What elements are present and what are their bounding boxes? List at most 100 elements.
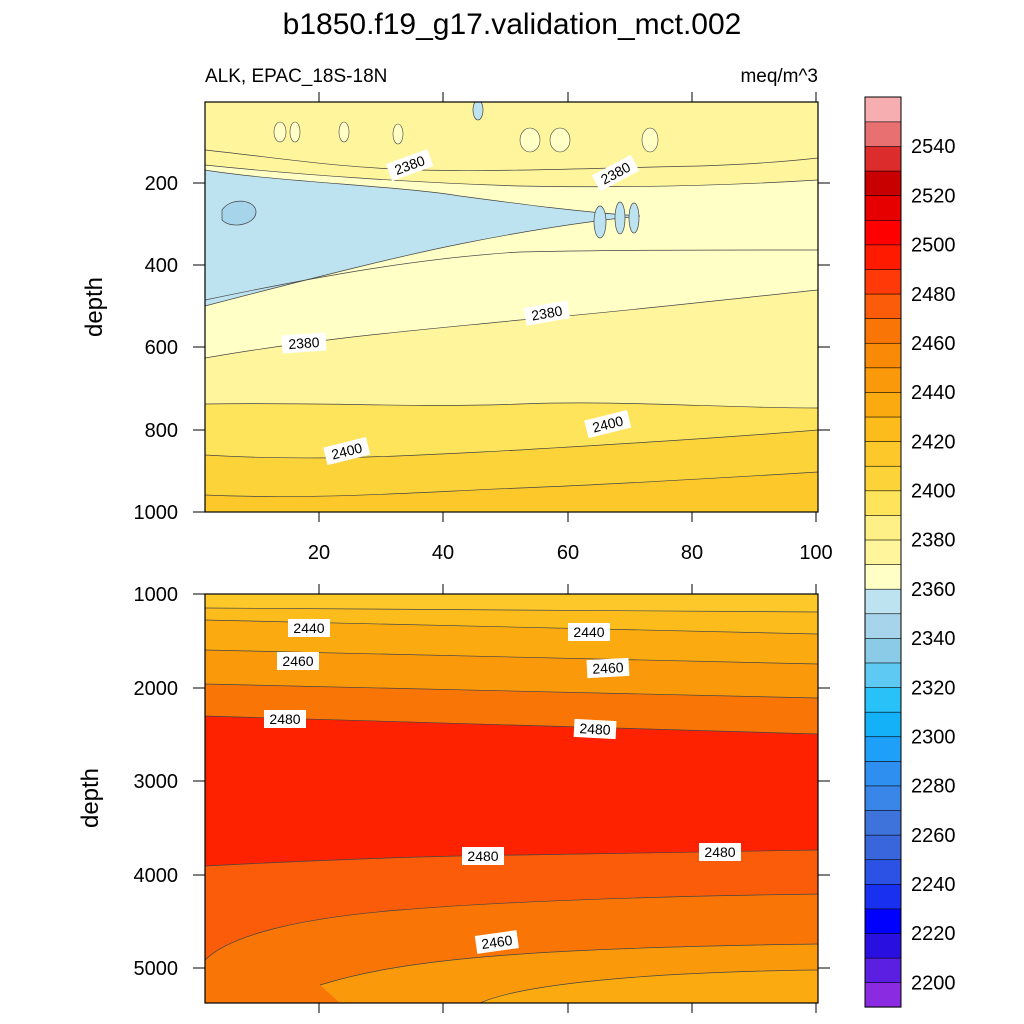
colorbar-cell [864, 982, 902, 1008]
fill-2430-a [205, 594, 818, 612]
colorbar-cell [864, 834, 902, 861]
colorbar-cell [864, 195, 902, 221]
upper-x-tick-label: 80 [681, 542, 703, 564]
surface-blob-6 [549, 127, 571, 153]
colorbar-tick-label: 2320 [911, 677, 956, 699]
colorbar-cell [864, 588, 902, 615]
upper-x-tick-label: 60 [557, 542, 579, 564]
colorbar-cell [864, 932, 902, 959]
surface-blob-1 [273, 121, 287, 143]
lower-contour-label-5: 2480 [269, 711, 300, 727]
lower-y-tick-label: 3000 [134, 771, 179, 793]
colorbar-tick-label: 2220 [911, 923, 956, 945]
upper-panel-fills [205, 102, 818, 512]
fill-2470 [205, 684, 818, 740]
colorbar-cell [864, 293, 902, 319]
colorbar-tick-label: 2300 [911, 726, 956, 748]
fill-upper-band [205, 102, 818, 171]
lower-contour-label-3: 2460 [282, 653, 313, 669]
lower-contour-label-7: 2480 [467, 848, 498, 864]
colorbar-cell [864, 760, 902, 787]
lower-contour-label-2: 2440 [573, 624, 604, 640]
blob-d [472, 102, 484, 121]
colorbar-cell [864, 908, 902, 934]
colorbar-cell [864, 686, 902, 713]
lower-y-tick-label: 2000 [134, 678, 179, 700]
colorbar-tick-label: 2380 [911, 530, 956, 552]
colorbar-cell [864, 613, 902, 639]
colorbar-tick-label: 2540 [911, 136, 956, 158]
upper-contour-label-4: 2380 [530, 302, 564, 323]
colorbar-frame [864, 96, 902, 1008]
colorbar-tick-label: 2420 [911, 431, 956, 453]
colorbar-cell [864, 711, 902, 738]
upper-contour-label-6: 2400 [591, 412, 625, 435]
upper-x-tick-label: 20 [308, 542, 330, 564]
colorbar-cell [864, 96, 902, 123]
lower-contour-label-4: 2460 [592, 659, 624, 677]
upper-y-tick-label: 400 [145, 255, 178, 277]
colorbar-tick-label: 2460 [911, 333, 956, 355]
colorbar-cell [864, 785, 902, 811]
upper-x-tick-label: 40 [432, 542, 454, 564]
colorbar-cell [864, 244, 902, 270]
colorbar-cell [864, 514, 902, 541]
lower-y-tick-label: 1000 [134, 584, 179, 606]
colorbar-tick-label: 2400 [911, 481, 956, 503]
contour-line-7 [205, 893, 818, 961]
lower-y-axis: 1000 2000 3000 4000 5000 [134, 584, 830, 980]
colorbar-tick-label: 2500 [911, 235, 956, 257]
colorbar-cell [864, 637, 902, 664]
fill-2360-core [221, 200, 257, 226]
lower-contour-label-6: 2480 [579, 720, 611, 738]
upper-y-tick-label: 600 [145, 337, 178, 359]
colorbar-cell [864, 859, 902, 885]
fill-2370-tongue [205, 169, 641, 307]
lower-contour-label-1: 2440 [293, 620, 324, 636]
colorbar-cell [864, 441, 902, 467]
lower-y-tick-label: 4000 [134, 865, 179, 887]
colorbar-tick-label: 2480 [911, 284, 956, 306]
fill-2440-deep [480, 970, 818, 1003]
lower-contour-labels: 2440 2440 2460 2460 2480 2480 2480 2480 … [264, 619, 741, 954]
upper-y-axis: 200 400 600 800 1000 [134, 173, 830, 524]
colorbar-cell [864, 465, 902, 492]
lower-panel-frame [204, 593, 819, 1004]
colorbar-cell [864, 170, 902, 196]
colorbar-tick-label: 2340 [911, 628, 956, 650]
colorbar-cell [864, 736, 902, 762]
colorbar-cell [864, 563, 902, 590]
contour-line-8 [319, 943, 818, 986]
surface-blob-3 [338, 121, 350, 143]
colorbar-cell [864, 145, 902, 172]
blob-a [593, 205, 607, 239]
surface-blob-2 [289, 121, 301, 143]
colorbar-cell [864, 268, 902, 295]
blob-b [614, 201, 626, 235]
upper-y-tick-label: 1000 [134, 502, 179, 524]
colorbar-cell [864, 391, 902, 418]
contour-line-2390-top [205, 149, 818, 171]
colorbar-tick-label: 2360 [911, 579, 956, 601]
surface-blob-5 [519, 127, 541, 153]
colorbar-cell [864, 883, 902, 910]
lower-contour-label-9: 2460 [480, 932, 513, 952]
colorbar-labels: 2200 2220 2240 2260 2280 2300 2320 2340 2360 2380… [911, 136, 956, 994]
upper-y-tick-label: 800 [145, 420, 178, 442]
fill-2390-band [205, 290, 818, 410]
upper-y-tick-label: 200 [145, 173, 178, 195]
colorbar-cell [864, 121, 902, 147]
colorbar-cell [864, 957, 902, 984]
variable-label: ALK, EPAC_18S-18N [205, 66, 387, 87]
fill-2480 [205, 716, 818, 866]
chart-title: b1850.f19_g17.validation_mct.002 [283, 8, 742, 41]
upper-x-axis: 20 40 60 80 100 [308, 92, 833, 564]
upper-contour-labels: 2380 2380 2380 2380 2400 2400 [281, 149, 640, 466]
colorbar-tick-label: 2200 [911, 972, 956, 994]
blob-c [628, 202, 640, 234]
lower-y-axis-label: depth [77, 768, 104, 828]
upper-y-axis-label: depth [81, 277, 108, 337]
lower-x-axis [318, 584, 817, 1013]
